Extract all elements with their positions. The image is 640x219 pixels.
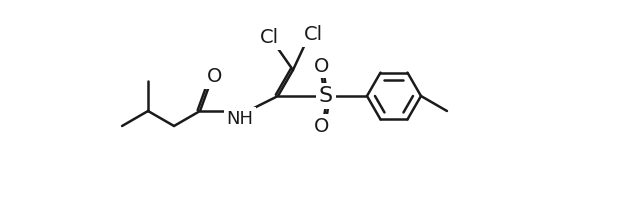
Text: O: O (314, 57, 330, 76)
Text: Cl: Cl (304, 25, 323, 44)
Text: O: O (314, 117, 330, 136)
Text: NH: NH (227, 110, 253, 128)
Text: Cl: Cl (260, 28, 279, 47)
Text: O: O (207, 67, 222, 86)
Text: S: S (319, 86, 333, 106)
